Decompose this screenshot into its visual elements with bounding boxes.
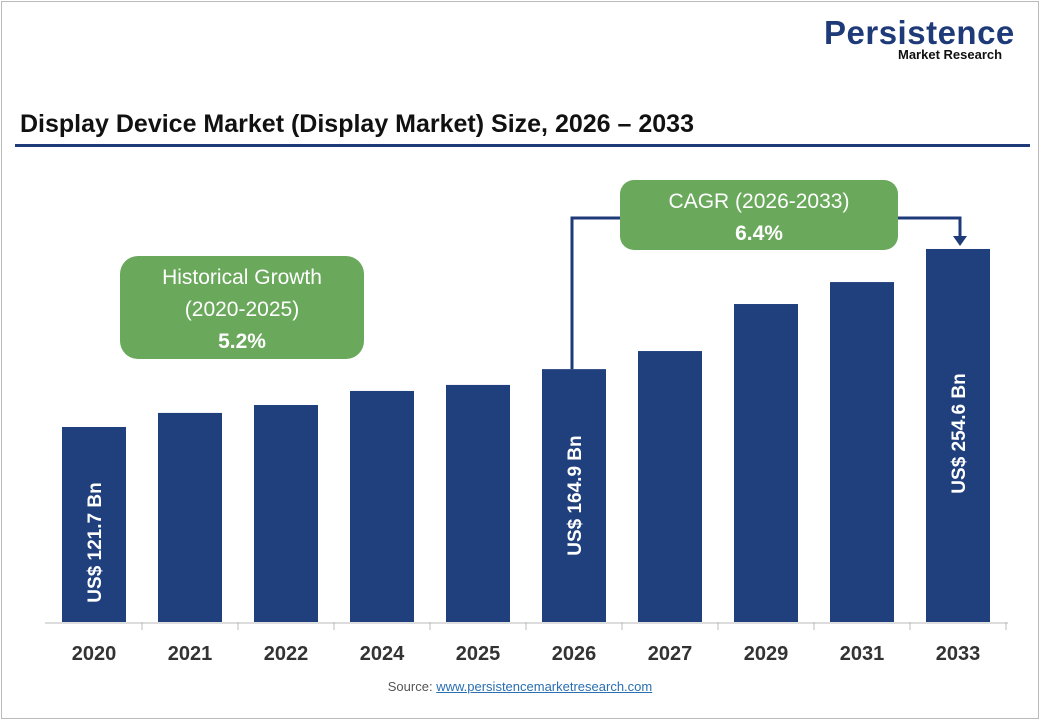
x-tick-label: 2031 — [840, 643, 885, 665]
callout-value: 5.2% — [218, 330, 266, 353]
bar-2029 — [734, 304, 798, 622]
x-tick-label: 2027 — [648, 643, 693, 665]
bar-2022 — [254, 405, 318, 622]
title-rule — [15, 144, 1030, 147]
source-label: Source: — [387, 679, 433, 694]
callout-value: 6.4% — [735, 222, 783, 245]
bar-2020 — [62, 426, 126, 622]
callout-text: Historical Growth — [162, 266, 322, 289]
cagr-callout — [620, 180, 898, 250]
data-label-2020: US$ 121.7 Bn — [85, 482, 106, 602]
x-tick-label: 2026 — [552, 643, 597, 665]
bar-2033 — [926, 248, 990, 622]
x-tick-label: 2024 — [360, 643, 405, 665]
source-link[interactable]: www.persistencemarketresearch.com — [436, 679, 653, 694]
bar-2027 — [638, 351, 702, 622]
x-tick-label: 2025 — [456, 643, 501, 665]
chart-title: Display Device Market (Display Market) S… — [20, 110, 694, 138]
bar-2021 — [158, 412, 222, 622]
x-tick-label: 2022 — [264, 643, 309, 665]
x-tick-label: 2033 — [936, 643, 981, 665]
bar-2031 — [830, 282, 894, 622]
x-tick-label: 2020 — [72, 643, 117, 665]
bar-2024 — [350, 390, 414, 622]
logo-subtitle: Market Research — [898, 47, 1003, 62]
bar-2026 — [542, 369, 606, 622]
logo: Persistence — [824, 14, 1015, 51]
historical-growth-callout — [120, 256, 364, 359]
bar-2025 — [446, 384, 510, 622]
data-label-2026: US$ 164.9 Bn — [565, 435, 586, 555]
x-tick-label: 2029 — [744, 643, 789, 665]
callout-text: (2020-2025) — [185, 298, 299, 321]
callout-text: CAGR (2026-2033) — [669, 190, 850, 213]
x-tick-label: 2021 — [168, 643, 213, 665]
arrow-down-icon — [953, 236, 967, 246]
data-label-2033: US$ 254.6 Bn — [949, 373, 970, 493]
source-note: Source: www.persistencemarketresearch.co… — [0, 679, 1040, 694]
